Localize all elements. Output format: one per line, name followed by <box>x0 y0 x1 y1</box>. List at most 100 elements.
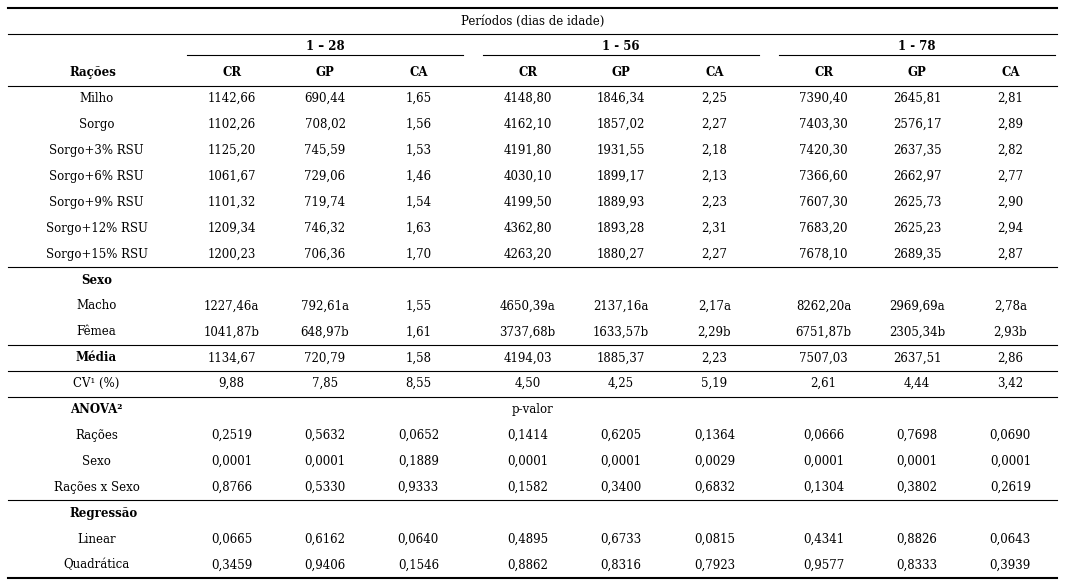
Text: Macho: Macho <box>77 299 117 312</box>
Text: 1142,66: 1142,66 <box>208 92 256 105</box>
Text: 2637,51: 2637,51 <box>892 351 941 364</box>
Text: Rações: Rações <box>70 66 117 79</box>
Text: 1 – 28: 1 – 28 <box>306 40 344 53</box>
Text: 2,61: 2,61 <box>810 377 837 390</box>
Text: Sorgo+6% RSU: Sorgo+6% RSU <box>49 170 144 183</box>
Text: 2,81: 2,81 <box>998 92 1023 105</box>
Text: Sorgo+9% RSU: Sorgo+9% RSU <box>49 196 144 209</box>
Text: 4199,50: 4199,50 <box>504 196 552 209</box>
Text: 1102,26: 1102,26 <box>208 118 256 131</box>
Text: CV¹ (%): CV¹ (%) <box>73 377 119 390</box>
Text: 7678,10: 7678,10 <box>800 248 848 261</box>
Text: 0,0690: 0,0690 <box>989 429 1031 442</box>
Text: 719,74: 719,74 <box>305 196 345 209</box>
Text: 0,0666: 0,0666 <box>803 429 845 442</box>
Text: 2,90: 2,90 <box>997 196 1023 209</box>
Text: 2,23: 2,23 <box>702 196 727 209</box>
Text: 1134,67: 1134,67 <box>208 351 256 364</box>
Text: 5,19: 5,19 <box>701 377 727 390</box>
Text: 1880,27: 1880,27 <box>596 248 645 261</box>
Text: 4191,80: 4191,80 <box>504 144 552 157</box>
Text: 1857,02: 1857,02 <box>596 118 645 131</box>
Text: 1 - 56: 1 - 56 <box>602 40 640 53</box>
Text: 1101,32: 1101,32 <box>208 196 256 209</box>
Text: 0,1364: 0,1364 <box>693 429 735 442</box>
Text: 4,44: 4,44 <box>904 377 930 390</box>
Text: 706,36: 706,36 <box>305 248 346 261</box>
Text: Média: Média <box>76 351 117 364</box>
Text: 0,0643: 0,0643 <box>989 533 1031 546</box>
Text: 9,88: 9,88 <box>218 377 245 390</box>
Text: 2,27: 2,27 <box>702 118 727 131</box>
Text: Rações x Sexo: Rações x Sexo <box>53 481 140 494</box>
Text: 7,85: 7,85 <box>312 377 338 390</box>
Text: 0,0001: 0,0001 <box>601 455 641 468</box>
Text: 4362,80: 4362,80 <box>504 222 552 235</box>
Text: 2,18: 2,18 <box>702 144 727 157</box>
Text: 0,0815: 0,0815 <box>693 533 735 546</box>
Text: 2576,17: 2576,17 <box>892 118 941 131</box>
Text: Sorgo: Sorgo <box>79 118 114 131</box>
Text: 2969,69a: 2969,69a <box>889 299 945 312</box>
Text: 1633,57b: 1633,57b <box>593 325 650 338</box>
Text: GP: GP <box>315 66 334 79</box>
Text: 4148,80: 4148,80 <box>504 92 552 105</box>
Text: Sorgo+15% RSU: Sorgo+15% RSU <box>46 248 147 261</box>
Text: 0,0665: 0,0665 <box>211 533 252 546</box>
Text: 2625,23: 2625,23 <box>892 222 941 235</box>
Text: 2637,35: 2637,35 <box>892 144 941 157</box>
Text: 0,8333: 0,8333 <box>897 558 937 571</box>
Text: 0,2619: 0,2619 <box>989 481 1031 494</box>
Text: 8,55: 8,55 <box>406 377 431 390</box>
Text: 2,94: 2,94 <box>997 222 1023 235</box>
Text: 0,8766: 0,8766 <box>211 481 252 494</box>
Text: 0,4895: 0,4895 <box>507 533 548 546</box>
Text: 0,9406: 0,9406 <box>305 558 346 571</box>
Text: 1125,20: 1125,20 <box>208 144 256 157</box>
Text: 0,6832: 0,6832 <box>693 481 735 494</box>
Text: 2,31: 2,31 <box>702 222 727 235</box>
Text: 2,29b: 2,29b <box>698 325 732 338</box>
Text: 792,61a: 792,61a <box>301 299 349 312</box>
Text: 0,3802: 0,3802 <box>897 481 937 494</box>
Text: 0,4341: 0,4341 <box>803 533 845 546</box>
Text: 0,0001: 0,0001 <box>507 455 548 468</box>
Text: 1 - 78: 1 - 78 <box>898 40 936 53</box>
Text: 1,54: 1,54 <box>406 196 431 209</box>
Text: 720,79: 720,79 <box>305 351 345 364</box>
Text: Fêmea: Fêmea <box>77 325 116 338</box>
Text: 1899,17: 1899,17 <box>596 170 645 183</box>
Text: 2,87: 2,87 <box>997 248 1023 261</box>
Text: Milho: Milho <box>80 92 114 105</box>
Text: 2137,16a: 2137,16a <box>593 299 649 312</box>
Text: 2645,81: 2645,81 <box>892 92 941 105</box>
Text: 2625,73: 2625,73 <box>892 196 941 209</box>
Text: 0,0001: 0,0001 <box>803 455 845 468</box>
Text: 2,86: 2,86 <box>997 351 1023 364</box>
Text: 0,0001: 0,0001 <box>989 455 1031 468</box>
Text: 648,97b: 648,97b <box>300 325 349 338</box>
Text: 2,82: 2,82 <box>998 144 1023 157</box>
Text: 0,1582: 0,1582 <box>507 481 548 494</box>
Text: 0,6733: 0,6733 <box>601 533 641 546</box>
Text: Sorgo+3% RSU: Sorgo+3% RSU <box>49 144 144 157</box>
Text: 4,50: 4,50 <box>514 377 541 390</box>
Text: ANOVA²: ANOVA² <box>70 403 122 416</box>
Text: 0,9577: 0,9577 <box>803 558 845 571</box>
Text: 0,2519: 0,2519 <box>211 429 252 442</box>
Text: 0,0001: 0,0001 <box>211 455 252 468</box>
Text: Rações: Rações <box>75 429 118 442</box>
Text: 7366,60: 7366,60 <box>800 170 848 183</box>
Text: 0,0029: 0,0029 <box>693 455 735 468</box>
Text: Quadrática: Quadrática <box>64 558 130 571</box>
Text: 7403,30: 7403,30 <box>800 118 848 131</box>
Text: 0,3459: 0,3459 <box>211 558 252 571</box>
Text: 0,3400: 0,3400 <box>601 481 641 494</box>
Text: CA: CA <box>1001 66 1019 79</box>
Text: 7607,30: 7607,30 <box>800 196 848 209</box>
Text: Sexo: Sexo <box>82 455 111 468</box>
Text: CA: CA <box>705 66 723 79</box>
Text: Períodos (dias de idade): Períodos (dias de idade) <box>461 15 604 28</box>
Text: 2689,35: 2689,35 <box>892 248 941 261</box>
Text: 1,53: 1,53 <box>406 144 431 157</box>
